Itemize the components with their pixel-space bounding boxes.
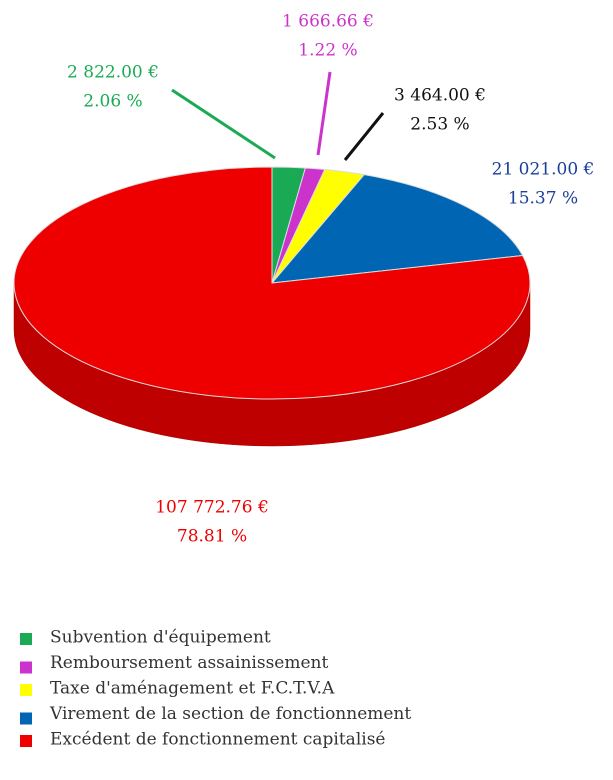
percent-label: 2.53 % [410,115,469,135]
legend-swatch [20,735,32,747]
slice [13,166,531,400]
percent-label: 15.37 % [508,189,578,209]
percent-label: 1.22 % [298,41,357,61]
legend-label: Taxe d'aménagement et F.C.T.V.A [50,679,335,699]
legend-swatch [20,661,32,674]
value-label: 21 021.00 € [492,160,595,180]
value-label: 1 666.66 € [282,12,374,32]
legend-label: Remboursement assainissement [50,653,329,673]
percent-label: 78.81 % [177,527,247,547]
value-label: 107 772.76 € [155,498,269,518]
slice [270,174,524,284]
legend-label: Subvention d'équipement [50,628,271,648]
leader-line [343,112,385,161]
legend-swatch [20,684,32,696]
percent-label: 2.06 % [83,92,142,112]
value-label: 2 822.00 € [67,63,159,83]
leader-line [171,88,276,160]
legend-swatch [20,712,32,725]
legend-label: Excédent de fonctionnement capitalisé [50,730,385,750]
legend-label: Virement de la section de fonctionnement [49,704,411,724]
leader-line [316,71,332,156]
legend-swatch [20,633,32,645]
value-label: 3 464.00 € [394,86,486,106]
